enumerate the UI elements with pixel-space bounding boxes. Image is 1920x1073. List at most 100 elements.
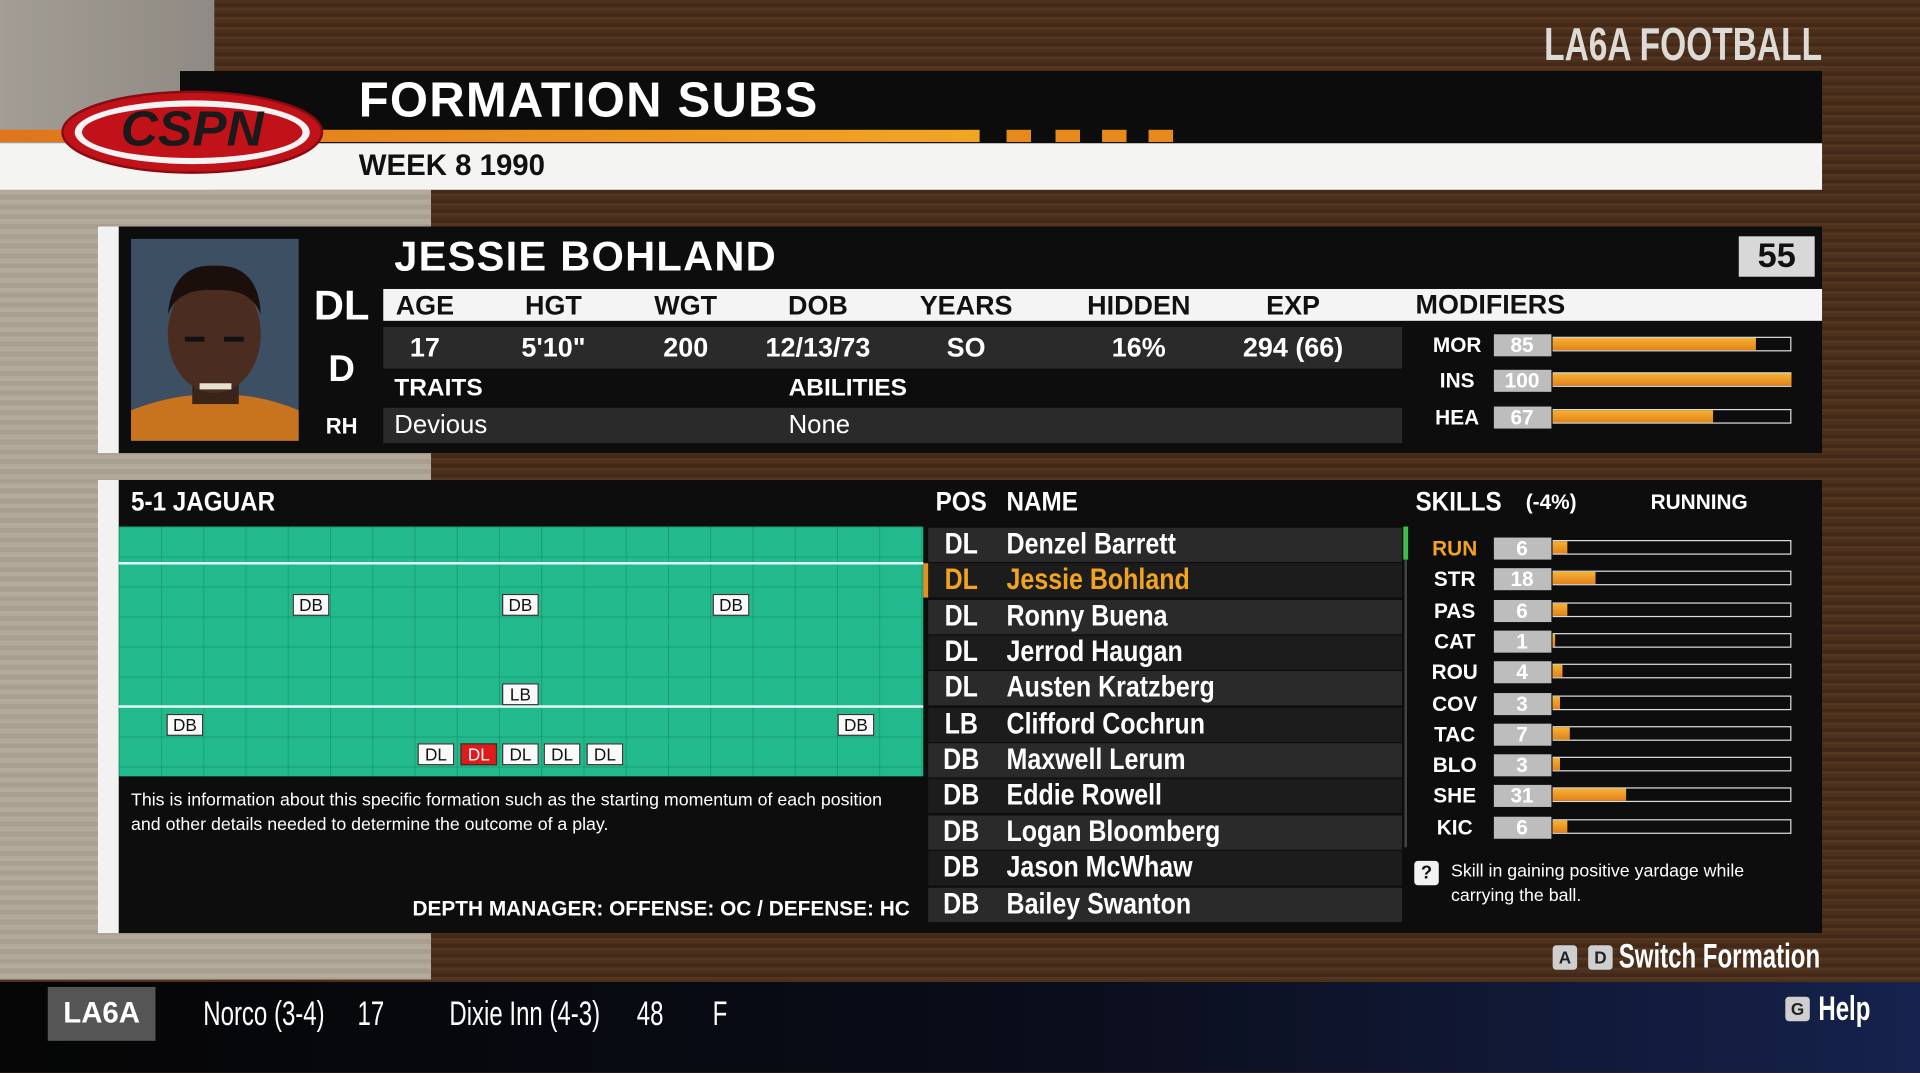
marker-box[interactable] bbox=[502, 683, 539, 706]
roster-divider bbox=[1404, 526, 1407, 848]
roster-row[interactable] bbox=[928, 563, 1403, 598]
skill-value: 6 bbox=[1516, 598, 1528, 623]
roster-pos: DL bbox=[944, 599, 978, 633]
logo bbox=[61, 90, 324, 174]
traits-value-band bbox=[383, 407, 1403, 444]
roster-row[interactable] bbox=[928, 599, 1403, 634]
formation-marker: DL bbox=[424, 744, 447, 765]
bar-track bbox=[1552, 725, 1792, 741]
roster-pos: DB bbox=[943, 887, 980, 921]
skill-label: PAS bbox=[1434, 598, 1476, 623]
abilities-label: ABILITIES bbox=[788, 374, 907, 402]
formation-marker: DB bbox=[844, 715, 868, 735]
skills-title: SKILLS bbox=[1415, 486, 1502, 517]
home-team: Dixie Inn (4-3) bbox=[449, 994, 601, 1033]
formation-marker: DB bbox=[719, 595, 743, 615]
player-name: JESSIE BOHLAND bbox=[394, 233, 777, 281]
skill-label: BLO bbox=[1432, 753, 1477, 778]
marker-box[interactable] bbox=[502, 593, 539, 616]
roster-row[interactable] bbox=[928, 707, 1403, 742]
help-icon-box bbox=[1414, 860, 1439, 886]
skills-modifier: (-4%) bbox=[1525, 490, 1577, 514]
marker-box[interactable] bbox=[586, 743, 624, 766]
value-box bbox=[1493, 723, 1552, 746]
formation-marker: LB bbox=[509, 684, 531, 705]
skill-label: STR bbox=[1433, 567, 1476, 592]
roster-focus-marker bbox=[1403, 526, 1409, 560]
key-label: D bbox=[1594, 947, 1607, 968]
key-cap[interactable] bbox=[1552, 945, 1578, 970]
roster-name: Maxwell Lerum bbox=[1006, 743, 1186, 777]
field-line bbox=[118, 705, 924, 708]
key-cap[interactable] bbox=[1785, 996, 1810, 1022]
player-side: D bbox=[328, 348, 355, 390]
skill-value: 1 bbox=[1516, 629, 1528, 654]
logo-text: CSPN bbox=[120, 102, 264, 157]
roster-row[interactable] bbox=[928, 635, 1403, 670]
league-label: LA6A bbox=[63, 996, 141, 1030]
stripe-dash bbox=[1006, 129, 1032, 143]
traits-value: Devious bbox=[394, 410, 488, 439]
value-box bbox=[1493, 754, 1552, 777]
roster-pos: DL bbox=[944, 635, 978, 669]
modifier-label: HEA bbox=[1435, 405, 1480, 429]
skill-label: SHE bbox=[1433, 784, 1477, 809]
skill-label: KIC bbox=[1436, 815, 1473, 840]
marker-box[interactable] bbox=[292, 593, 330, 616]
marker-box[interactable] bbox=[837, 713, 875, 736]
player-position: DL bbox=[313, 282, 370, 330]
marker-box[interactable] bbox=[543, 743, 581, 766]
roster-name: Clifford Cochrun bbox=[1006, 707, 1205, 741]
formation-marker: DL bbox=[509, 744, 532, 765]
value-box bbox=[1493, 406, 1552, 429]
footer-bar bbox=[0, 982, 1920, 1073]
roster-pos: DL bbox=[944, 671, 978, 705]
roster-pos: DL bbox=[944, 527, 978, 561]
marker-box[interactable] bbox=[502, 743, 539, 766]
marker-box[interactable] bbox=[166, 713, 204, 736]
formation-marker: DB bbox=[299, 595, 323, 615]
value-box bbox=[1493, 568, 1552, 591]
bar-track bbox=[1552, 818, 1792, 834]
stat-value: 17 bbox=[409, 331, 440, 363]
value-box bbox=[1493, 785, 1552, 808]
value-box bbox=[1493, 661, 1552, 684]
roster-name: Eddie Rowell bbox=[1006, 779, 1162, 813]
roster-row[interactable] bbox=[928, 815, 1403, 850]
switch-formation[interactable]: Switch Formation bbox=[1618, 936, 1821, 975]
skill-help: Skill in gaining positive yardage while … bbox=[1451, 862, 1745, 907]
bar-track bbox=[1552, 632, 1792, 648]
roster-row[interactable] bbox=[928, 887, 1403, 922]
key-cap[interactable] bbox=[1588, 945, 1613, 970]
depth-manager: DEPTH MANAGER: OFFENSE: OC / DEFENSE: HC bbox=[412, 896, 910, 921]
roster-row[interactable] bbox=[928, 851, 1403, 886]
roster-name: Jessie Bohland bbox=[1006, 563, 1190, 597]
roster-row[interactable] bbox=[928, 779, 1403, 814]
help-icon: ? bbox=[1420, 862, 1433, 884]
marker-box[interactable] bbox=[460, 743, 498, 766]
bar-track bbox=[1552, 601, 1792, 617]
marker-box[interactable] bbox=[712, 593, 750, 616]
roster-pos: DB bbox=[943, 743, 980, 777]
player-portrait bbox=[131, 238, 299, 441]
roster-row[interactable] bbox=[928, 743, 1403, 778]
roster-header: NAME bbox=[1006, 486, 1078, 517]
away-score: 17 bbox=[357, 994, 385, 1033]
roster-name: Bailey Swanton bbox=[1006, 887, 1192, 921]
stripe-dash bbox=[1148, 129, 1174, 143]
roster-row[interactable] bbox=[928, 527, 1403, 563]
roster-pos: DB bbox=[943, 851, 980, 885]
abilities-value: None bbox=[788, 410, 851, 439]
stats-value-band bbox=[383, 326, 1403, 369]
formation-marker: DL bbox=[593, 744, 616, 765]
roster-row[interactable] bbox=[928, 671, 1403, 706]
skill-label: TAC bbox=[1434, 722, 1476, 747]
help-button[interactable]: Help bbox=[1818, 989, 1871, 1028]
marker-box[interactable] bbox=[417, 743, 455, 766]
player-number: 55 bbox=[1757, 236, 1796, 275]
stats-header-band bbox=[383, 288, 1823, 321]
skill-label: ROU bbox=[1431, 660, 1478, 685]
roster-name: Denzel Barrett bbox=[1006, 527, 1176, 561]
key-label: A bbox=[1558, 947, 1572, 968]
